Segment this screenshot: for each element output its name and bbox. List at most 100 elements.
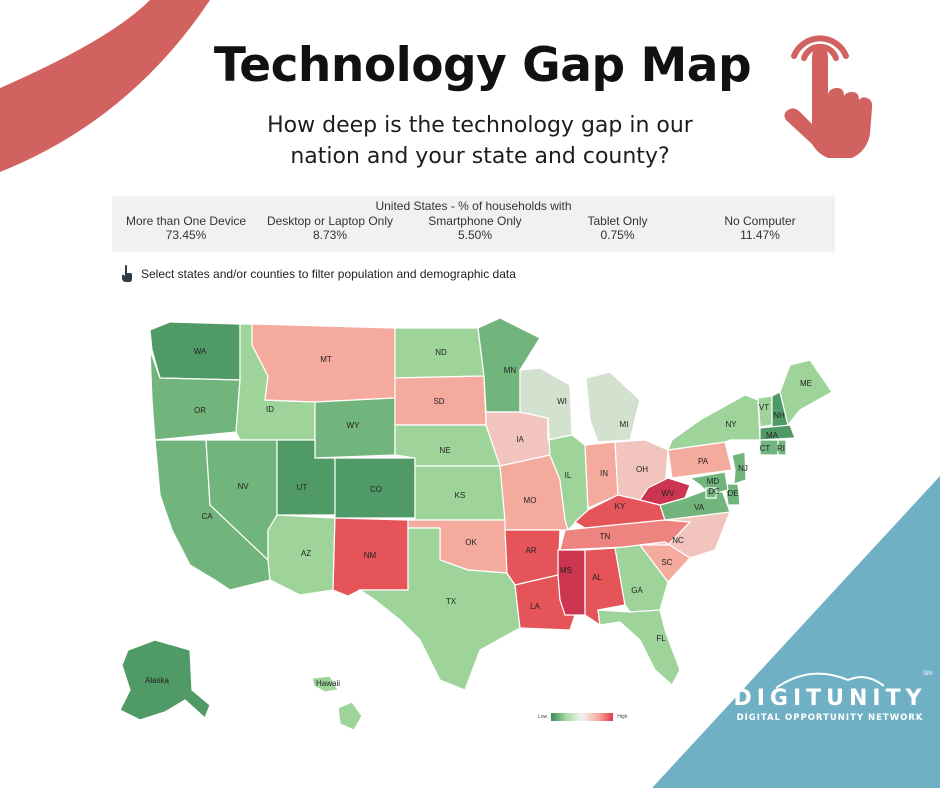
state-Hawaii-big-island[interactable]	[337, 701, 363, 731]
page-title: Technology Gap Map	[213, 38, 752, 93]
stat-more-than-one-device: More than One Device 73.45%	[112, 214, 260, 242]
label-NJ: NJ	[738, 464, 748, 473]
label-MI: MI	[620, 420, 629, 429]
state-Hawaii[interactable]	[311, 675, 339, 693]
label-CA: CA	[201, 512, 213, 521]
label-IL: IL	[565, 471, 572, 480]
label-NV: NV	[237, 482, 249, 491]
filter-hint: Select states and/or counties to filter …	[121, 265, 516, 283]
label-LA: LA	[530, 602, 540, 611]
label-VT: VT	[759, 403, 769, 412]
state-RI[interactable]	[777, 439, 787, 456]
pointer-hand-icon	[122, 265, 132, 282]
label-DE: DE	[727, 489, 738, 498]
map-legend: Low High	[538, 713, 627, 721]
label-UT: UT	[297, 483, 308, 492]
label-NM: NM	[364, 551, 377, 560]
label-MS: MS	[560, 566, 572, 575]
stat-no-computer: No Computer 11.47%	[685, 214, 835, 242]
state-ME[interactable]	[779, 359, 833, 427]
label-VA: VA	[694, 503, 705, 512]
label-KY: KY	[615, 502, 626, 511]
label-RI: RI	[777, 444, 785, 453]
state-IL[interactable]	[547, 417, 589, 532]
legend-high: High	[617, 714, 628, 720]
page-subtitle: How deep is the technology gap in our na…	[255, 110, 705, 172]
state-MI[interactable]	[585, 371, 641, 443]
label-ME: ME	[800, 379, 812, 388]
stat-label: Smartphone Only	[428, 214, 522, 228]
label-MO: MO	[524, 496, 537, 505]
stat-value: 0.75%	[600, 228, 635, 242]
bottom-right-blue-triangle	[652, 476, 940, 788]
label-OR: OR	[194, 406, 206, 415]
top-left-red-swoosh	[0, 0, 210, 172]
label-WY: WY	[347, 421, 361, 430]
logo-tagline: DIGITAL OPPORTUNITY NETWORK	[736, 713, 924, 723]
stat-desktop-or-laptop-only: Desktop or Laptop Only 8.73%	[260, 214, 400, 242]
state-NC[interactable]	[639, 511, 731, 559]
label-IA: IA	[516, 435, 524, 444]
label-MT: MT	[320, 355, 332, 364]
label-NE: NE	[439, 446, 450, 455]
label-ND: ND	[435, 348, 447, 357]
subtitle-line-2: nation and your state and county?	[290, 144, 670, 169]
state-NJ[interactable]	[731, 451, 747, 485]
label-FL: FL	[656, 634, 666, 643]
stat-label: Desktop or Laptop Only	[266, 214, 394, 228]
label-OH: OH	[636, 465, 648, 474]
label-SC: SC	[661, 558, 672, 567]
stat-smartphone-only: Smartphone Only 5.50%	[400, 214, 550, 242]
label-OK: OK	[465, 538, 477, 547]
logo-arc-icon	[775, 672, 885, 689]
label-PA: PA	[698, 457, 709, 466]
filter-hint-text: Select states and/or counties to filter …	[141, 267, 516, 281]
state-DC[interactable]	[705, 487, 717, 499]
label-NH: NH	[773, 411, 785, 420]
label-MN: MN	[504, 366, 517, 375]
logo-service-mark: SM	[923, 671, 932, 677]
label-SD: SD	[433, 397, 444, 406]
label-KS: KS	[455, 491, 466, 500]
stat-tablet-only: Tablet Only 0.75%	[550, 214, 685, 242]
label-WV: WV	[662, 489, 676, 498]
label-WI: WI	[557, 397, 567, 406]
label-ID: ID	[266, 405, 274, 414]
label-WA: WA	[194, 347, 207, 356]
state-MA[interactable]	[759, 424, 796, 441]
logo-name: DIGITUNITY	[733, 686, 927, 711]
stat-label: More than One Device	[125, 214, 247, 228]
label-TN: TN	[600, 532, 611, 541]
label-CO: CO	[370, 485, 382, 494]
digitunity-logo: DIGITUNITY DIGITAL OPPORTUNITY NETWORK S…	[720, 668, 940, 723]
state-Alaska[interactable]	[119, 639, 211, 721]
state-FL[interactable]	[597, 609, 681, 686]
label-Alaska: Alaska	[145, 676, 170, 685]
state-MS[interactable]	[557, 549, 586, 616]
label-CT: CT	[760, 444, 771, 453]
stat-label: Tablet Only	[587, 214, 648, 228]
legend-low: Low	[538, 714, 548, 720]
label-MD: MD	[707, 477, 720, 486]
pointing-hand-icon	[784, 35, 873, 158]
state-NY[interactable]	[667, 394, 761, 451]
label-MA: MA	[766, 431, 779, 440]
state-labels: WA OR CA ID NV MT WY UT CO AZ NM ND SD N…	[145, 347, 812, 688]
legend-gradient	[551, 713, 614, 721]
state-MD[interactable]	[688, 471, 729, 496]
label-AZ: AZ	[301, 549, 311, 558]
state-DE[interactable]	[724, 483, 741, 506]
label-TX: TX	[446, 597, 457, 606]
label-Hawaii: Hawaii	[316, 679, 340, 688]
label-IN: IN	[600, 469, 608, 478]
state-WV[interactable]	[639, 477, 691, 506]
label-NC: NC	[672, 536, 684, 545]
state-TX[interactable]	[358, 527, 521, 691]
label-AL: AL	[592, 573, 602, 582]
stat-value: 5.50%	[457, 228, 493, 242]
stats-row: More than One Device 73.45% Desktop or L…	[112, 214, 835, 242]
household-stats-panel: United States - % of households with Mor…	[112, 196, 835, 252]
stat-value: 11.47%	[740, 228, 780, 242]
